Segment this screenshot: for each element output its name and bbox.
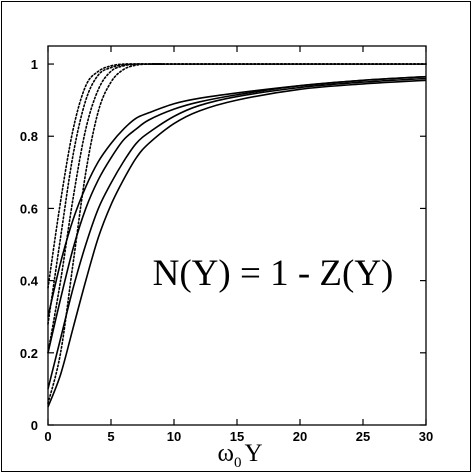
y-tick-label: 1 <box>31 57 38 72</box>
y-tick-label: 0.2 <box>20 346 38 361</box>
x-axis-label-main: ω <box>217 440 233 467</box>
y-tick-label: 0 <box>31 418 38 433</box>
y-tick-label: 0.6 <box>20 201 38 216</box>
solid-series-line-3 <box>47 77 427 390</box>
x-axis-label: ω0 Y <box>217 440 262 471</box>
solid-series-line-2 <box>47 75 427 353</box>
dotted-series-line-3 <box>47 63 427 354</box>
solid-series-line-4 <box>47 79 427 408</box>
y-tick-label: 0.8 <box>20 129 38 144</box>
x-tick-label: 20 <box>293 429 307 444</box>
x-tick-label: 0 <box>44 429 51 444</box>
x-axis-label-sub: 0 <box>234 455 242 471</box>
x-tick-label: 15 <box>230 429 244 444</box>
x-tick-label: 5 <box>107 429 114 444</box>
dotted-series-line-4 <box>47 63 427 405</box>
x-tick-label: 30 <box>419 429 433 444</box>
y-tick-label: 0.4 <box>20 274 39 289</box>
x-tick-label: 25 <box>356 429 370 444</box>
x-axis-label-suffix: Y <box>244 440 262 467</box>
x-tick-label: 10 <box>167 429 181 444</box>
annotation: N(Y) = 1 - Z(Y) <box>153 253 394 294</box>
plot-area-border <box>47 45 427 426</box>
